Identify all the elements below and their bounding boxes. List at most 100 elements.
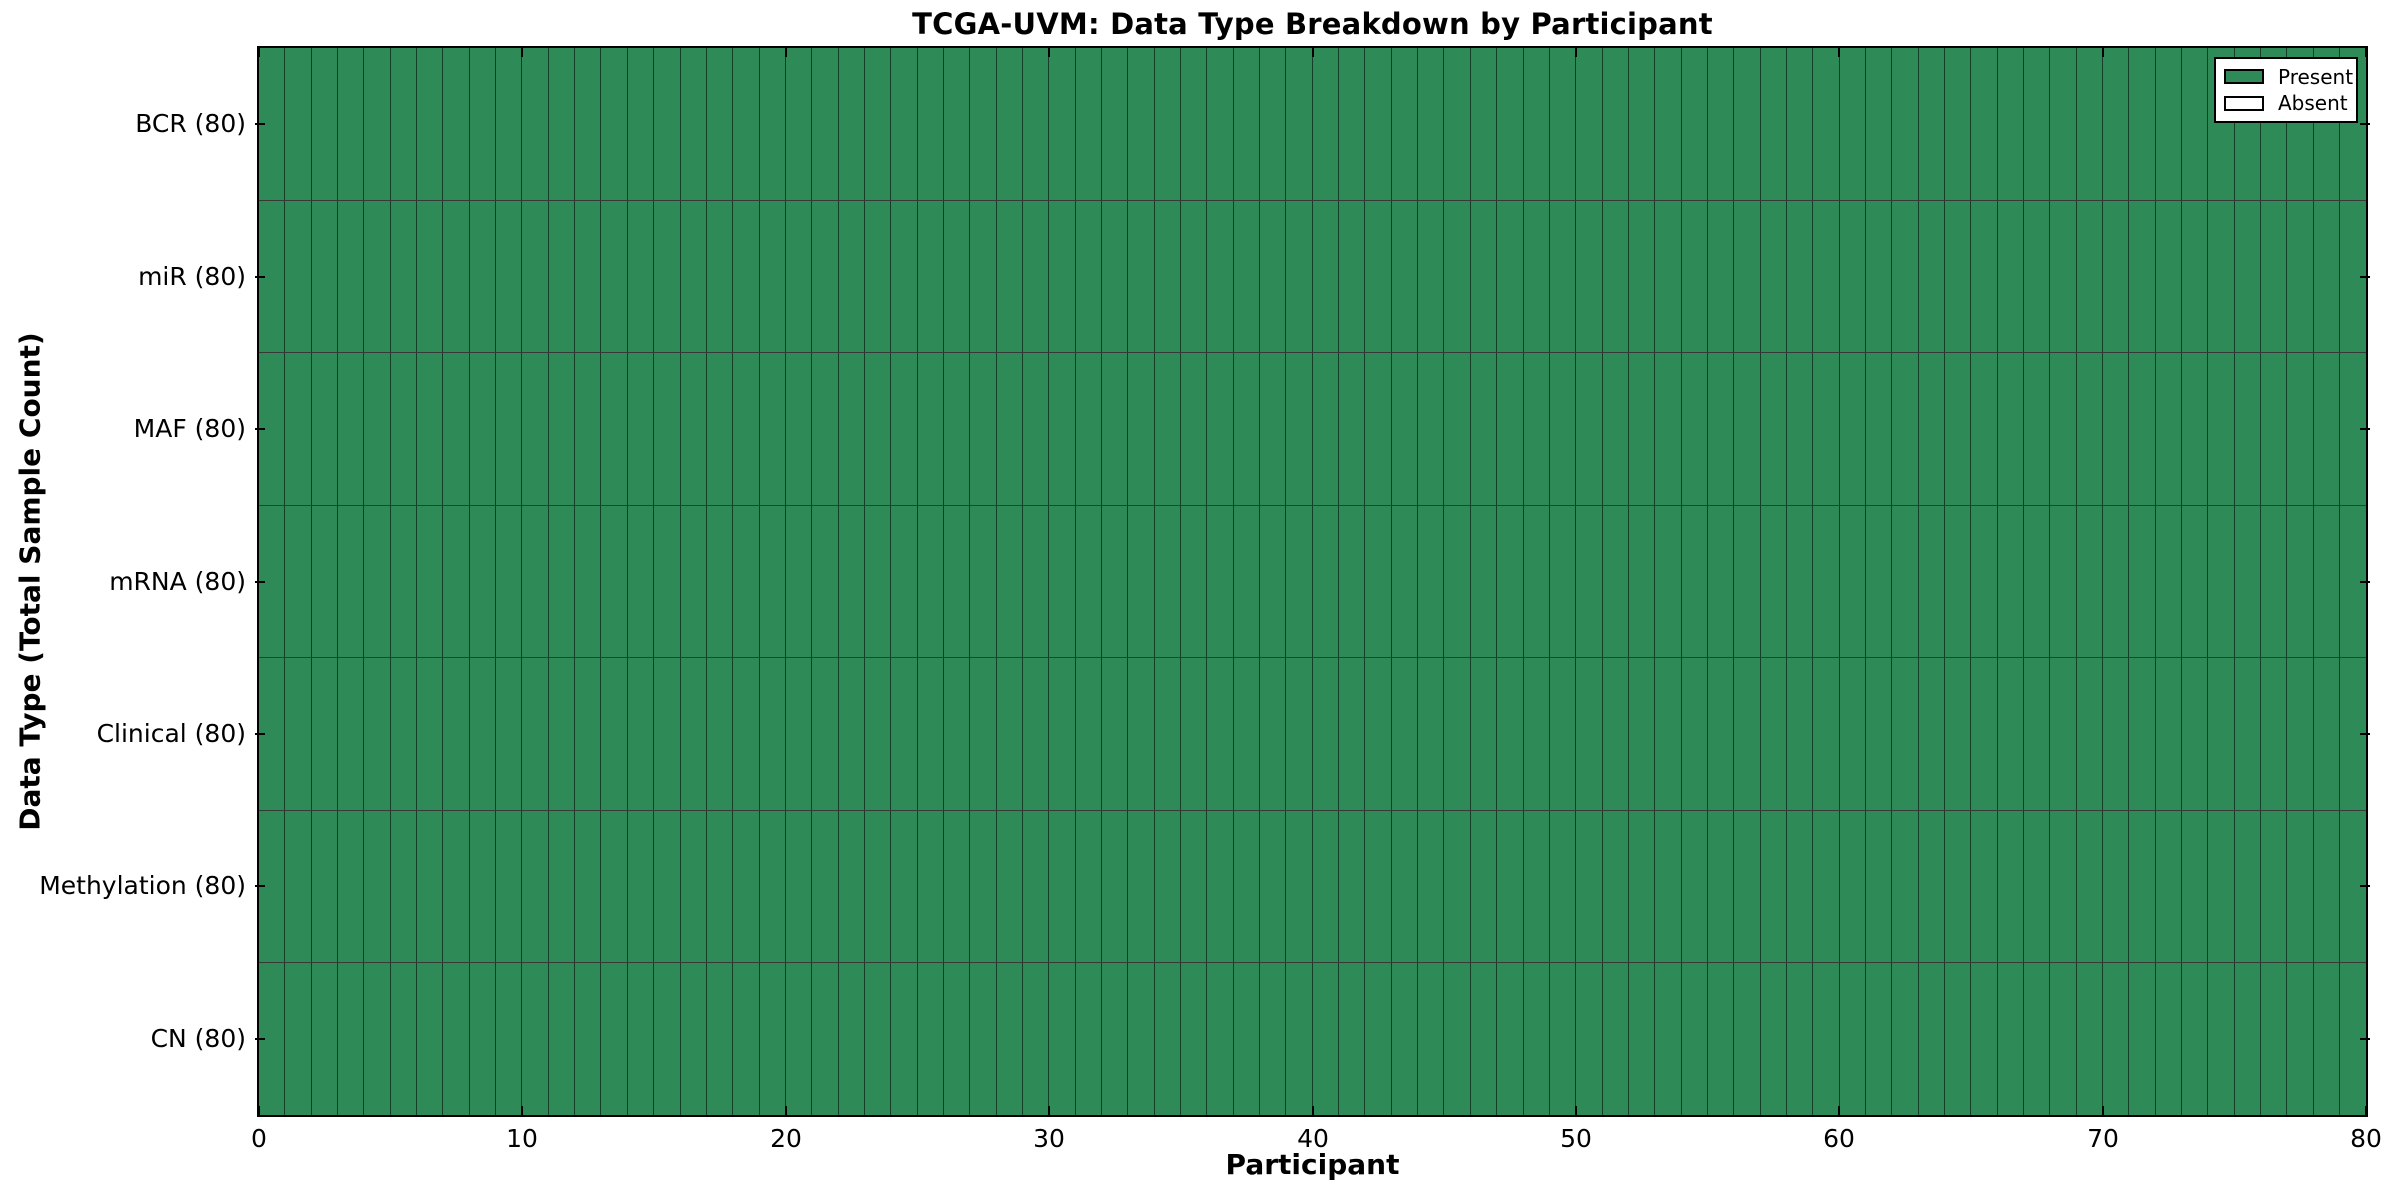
grid-cell [2050, 200, 2077, 353]
grid-cell [1734, 505, 1761, 658]
x-tick-bottom [1048, 1106, 1050, 1115]
grid-cell [2208, 353, 2235, 505]
grid-cell [1997, 963, 2025, 1116]
x-tick-bottom [2365, 1106, 2367, 1115]
legend-label-absent: Absent [2278, 91, 2348, 116]
grid-cell [1365, 48, 1392, 200]
grid-cell [891, 48, 918, 200]
grid-cell [812, 505, 839, 658]
grid-cell [1339, 48, 1366, 200]
grid-cell [1497, 810, 1524, 963]
grid-cell [2261, 505, 2288, 658]
grid-cell [2182, 505, 2209, 658]
grid-cell [706, 200, 734, 353]
grid-cell [654, 48, 681, 200]
x-tick-bottom [1575, 1106, 1577, 1115]
y-tick-right [2360, 1038, 2370, 1040]
grid-cell [2024, 353, 2051, 505]
grid-cell [548, 658, 576, 810]
grid-cell [1734, 353, 1761, 505]
grid-cell [1312, 963, 1340, 1116]
grid-cell [2208, 200, 2235, 353]
legend-item-present: Present [2224, 65, 2353, 89]
grid-cell [1918, 48, 1945, 200]
grid-cell [785, 353, 813, 505]
grid-cell [1760, 658, 1787, 810]
grid-cell [285, 658, 312, 810]
grid-cell [759, 658, 786, 810]
grid-cell [1549, 810, 1577, 963]
plot-area [255, 46, 2370, 1117]
grid-cell [1945, 200, 1972, 353]
grid-cell [390, 963, 418, 1116]
heatmap-grid [259, 48, 2366, 1116]
grid-cell [706, 963, 734, 1116]
grid-cell [1734, 658, 1761, 810]
x-tick-top [1312, 48, 1314, 57]
grid-cell [2076, 48, 2104, 200]
grid-cell [285, 963, 312, 1116]
grid-cell [443, 810, 470, 963]
grid-cell [311, 200, 339, 353]
grid-cell [1576, 200, 1603, 353]
grid-cell [2234, 200, 2262, 353]
grid-cell [1628, 658, 1656, 810]
grid-cell [496, 505, 523, 658]
grid-cell [1339, 505, 1366, 658]
grid-cell [1102, 963, 1129, 1116]
grid-cell [812, 658, 839, 810]
grid-cell [338, 353, 365, 505]
grid-cell [2313, 200, 2341, 353]
grid-cell [1681, 505, 1708, 658]
grid-cell [2261, 658, 2288, 810]
grid-cell [1339, 353, 1366, 505]
grid-cell [2103, 810, 2130, 963]
grid-cell [838, 48, 865, 200]
grid-cell [417, 658, 444, 810]
grid-cell [364, 810, 391, 963]
grid-cell [1839, 810, 1866, 963]
grid-cell [469, 810, 497, 963]
grid-cell [1918, 505, 1945, 658]
grid-cell [2024, 505, 2051, 658]
grid-cell [1707, 200, 1735, 353]
grid-cell [1945, 353, 1972, 505]
grid-cell [1128, 810, 1155, 963]
grid-cell [285, 353, 312, 505]
grid-cell [1707, 963, 1735, 1116]
grid-cell [1760, 810, 1787, 963]
grid-cell [1207, 200, 1234, 353]
grid-cell [838, 658, 865, 810]
grid-cell [364, 658, 391, 810]
grid-cell [2234, 963, 2262, 1116]
grid-cell [1286, 505, 1313, 658]
grid-cell [443, 353, 470, 505]
grid-cell [443, 658, 470, 810]
grid-cell [1602, 353, 1629, 505]
grid-cell [1391, 963, 1419, 1116]
grid-cell [1549, 200, 1577, 353]
grid-cell [1233, 963, 1261, 1116]
grid-cell [1102, 200, 1129, 353]
grid-cell [285, 810, 312, 963]
grid-cell [1786, 48, 1814, 200]
grid-cell [2103, 200, 2130, 353]
grid-cell [1602, 505, 1629, 658]
grid-cell [1760, 353, 1787, 505]
grid-cell [575, 353, 602, 505]
grid-cell [1444, 353, 1471, 505]
grid-cell [1286, 200, 1313, 353]
grid-cell [2024, 963, 2051, 1116]
grid-cell [943, 48, 971, 200]
grid-cell [785, 505, 813, 658]
grid-cell [1549, 48, 1577, 200]
grid-cell [1391, 505, 1419, 658]
y-tick-left [255, 581, 265, 583]
grid-cell [2129, 658, 2156, 810]
grid-cell [680, 200, 707, 353]
x-tick-top [2365, 48, 2367, 57]
grid-cell [1418, 353, 1445, 505]
x-tick-bottom [785, 1106, 787, 1115]
grid-cell [864, 48, 892, 200]
y-tick-right [2360, 123, 2370, 125]
